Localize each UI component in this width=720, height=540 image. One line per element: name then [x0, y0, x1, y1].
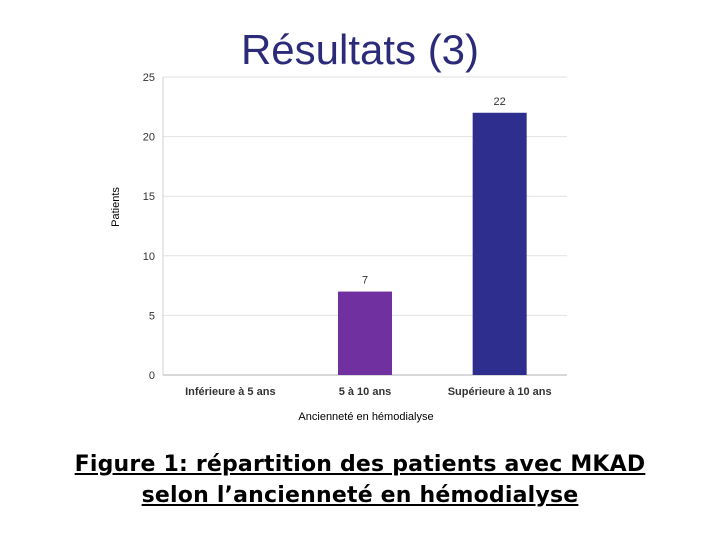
figure-caption-line1: Figure 1: répartition des patients avec … [74, 452, 646, 477]
y-tick-label: 5 [149, 310, 155, 322]
x-tick-label: Inférieure à 5 ans [185, 386, 276, 398]
bar-1 [338, 291, 392, 375]
data-label: 7 [362, 275, 368, 287]
y-axis-label: Patients [110, 187, 122, 227]
y-tick-label: 10 [143, 251, 155, 263]
y-tick-label: 20 [143, 132, 155, 144]
slide-title: Résultats (3) [240, 26, 480, 73]
y-tick-label: 25 [143, 72, 155, 84]
y-tick-label: 15 [143, 191, 155, 203]
x-tick-label: Supérieure à 10 ans [448, 386, 552, 398]
bar-2 [472, 112, 527, 375]
x-axis-label: Ancienneté en hémodialyse [298, 411, 433, 423]
y-tick-label: 0 [149, 370, 155, 382]
data-label: 22 [494, 96, 506, 108]
figure-caption-line2: selon l’ancienneté en hémodialyse [141, 483, 579, 508]
x-tick-label: 5 à 10 ans [339, 386, 392, 398]
